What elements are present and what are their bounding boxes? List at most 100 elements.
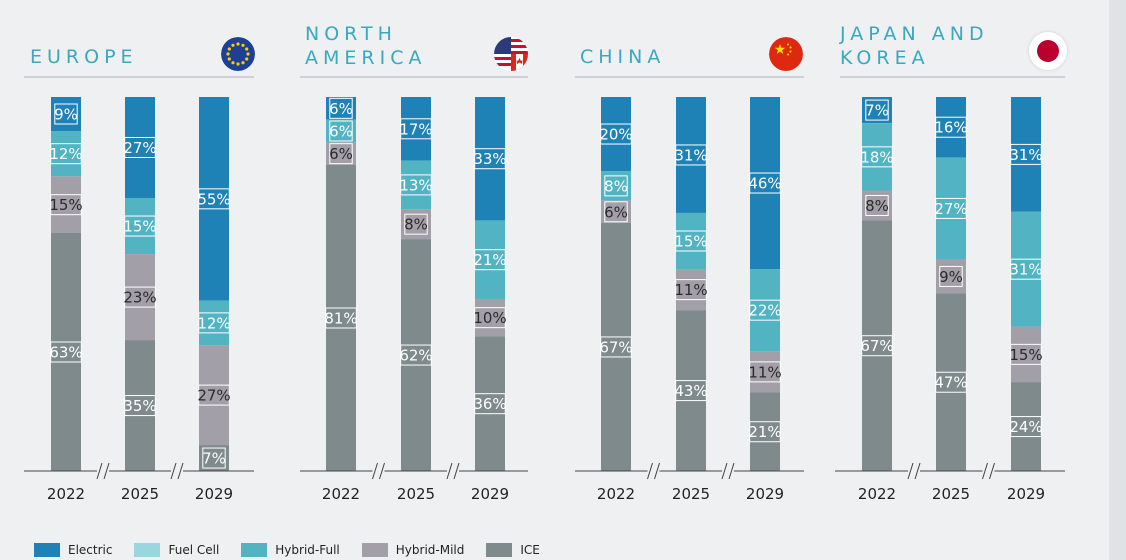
data-label-box bbox=[935, 197, 967, 219]
region-title-line: NORTH bbox=[305, 23, 397, 45]
data-label: 47% bbox=[934, 374, 967, 392]
right-edge-strip bbox=[1109, 0, 1126, 560]
data-label: 43% bbox=[674, 382, 707, 400]
data-label-box bbox=[198, 188, 230, 210]
data-label: 22% bbox=[748, 302, 781, 320]
axis-break-mark bbox=[453, 462, 460, 480]
axis-break-mark bbox=[372, 462, 378, 480]
data-label: 7% bbox=[202, 450, 226, 468]
data-label: 6% bbox=[329, 123, 353, 141]
region-title-line: KOREA bbox=[840, 47, 930, 69]
data-label: 8% bbox=[865, 197, 889, 215]
legend-item-hybrid-full: Hybrid-Full bbox=[241, 543, 340, 557]
data-label-box bbox=[600, 336, 632, 358]
data-label-box bbox=[329, 97, 353, 119]
data-label-box bbox=[54, 103, 78, 125]
data-label: 67% bbox=[860, 337, 893, 355]
data-label-box bbox=[1010, 258, 1042, 280]
data-label: 67% bbox=[599, 338, 632, 356]
data-label-box bbox=[400, 174, 432, 196]
data-label: 23% bbox=[123, 289, 156, 307]
data-label-box bbox=[404, 213, 428, 235]
legend-label: Hybrid-Full bbox=[275, 543, 340, 557]
region-title-line: EUROPE bbox=[30, 46, 138, 68]
data-label-box bbox=[861, 146, 893, 168]
region-title-north-america: NORTH AMERICA bbox=[305, 22, 426, 70]
data-label-box bbox=[474, 148, 506, 170]
x-tick-label: 2022 bbox=[597, 485, 635, 503]
data-label-box bbox=[198, 384, 230, 406]
data-label-box bbox=[675, 380, 707, 402]
legend-item-electric: Electric bbox=[34, 543, 112, 557]
data-label-box bbox=[198, 312, 230, 334]
data-label: 6% bbox=[329, 145, 353, 163]
axis-break-gap bbox=[97, 467, 109, 475]
legend-swatch bbox=[241, 543, 268, 557]
eu-flag-icon bbox=[221, 37, 255, 71]
data-label: 18% bbox=[860, 148, 893, 166]
legend-label: Hybrid-Mild bbox=[395, 543, 465, 557]
data-label: 81% bbox=[324, 310, 357, 328]
axis-break-gap bbox=[982, 467, 995, 475]
data-label-box bbox=[400, 118, 432, 140]
axis-break-gap bbox=[908, 467, 920, 475]
data-label-box bbox=[400, 344, 432, 366]
axis-break-mark bbox=[907, 462, 914, 480]
legend-item-hybrid-mild: Hybrid-Mild bbox=[361, 543, 465, 557]
axis-break-mark bbox=[647, 462, 653, 480]
region-title-line: JAPAN AND bbox=[840, 23, 989, 45]
legend-label: Fuel Cell bbox=[168, 543, 220, 557]
axis-break-mark bbox=[914, 462, 921, 480]
x-tick-label: 2025 bbox=[397, 485, 435, 503]
china-flag-icon bbox=[769, 37, 803, 71]
data-label-box bbox=[604, 175, 628, 197]
data-label-box bbox=[939, 265, 963, 287]
data-label: 15% bbox=[674, 232, 707, 250]
data-label: 31% bbox=[1009, 261, 1042, 279]
region-title-japan-korea: JAPAN AND KOREA bbox=[840, 22, 989, 70]
axis-break-mark bbox=[446, 462, 453, 480]
axis-break-mark bbox=[96, 462, 103, 480]
data-label-box bbox=[50, 194, 82, 216]
legend-swatch bbox=[134, 543, 161, 557]
x-tick-label: 2029 bbox=[746, 485, 784, 503]
axis-break-mark bbox=[721, 462, 728, 480]
data-label: 21% bbox=[748, 423, 781, 441]
data-label: 55% bbox=[197, 190, 230, 208]
data-label-box bbox=[124, 136, 156, 158]
data-label: 10% bbox=[473, 309, 506, 327]
axis-break-mark bbox=[379, 462, 385, 480]
data-label-box bbox=[202, 447, 226, 469]
data-label: 9% bbox=[54, 106, 78, 124]
x-tick-label: 2025 bbox=[121, 485, 159, 503]
axis-break-gap bbox=[647, 467, 660, 475]
data-label: 17% bbox=[399, 120, 432, 138]
data-label: 27% bbox=[197, 387, 230, 405]
data-label: 9% bbox=[939, 268, 963, 286]
data-label-box bbox=[474, 393, 506, 415]
japan-flag-icon bbox=[1029, 32, 1067, 70]
data-label-box bbox=[329, 120, 353, 142]
data-label: 11% bbox=[748, 363, 781, 381]
data-label-box bbox=[865, 194, 889, 216]
data-label: 36% bbox=[473, 395, 506, 413]
data-label-box bbox=[50, 341, 82, 363]
data-label-box bbox=[474, 307, 506, 329]
data-label-box bbox=[474, 249, 506, 271]
data-label: 21% bbox=[473, 251, 506, 269]
data-label: 16% bbox=[934, 119, 967, 137]
data-label-box bbox=[675, 279, 707, 301]
data-label: 11% bbox=[674, 281, 707, 299]
data-label-box bbox=[124, 286, 156, 308]
data-label-box bbox=[675, 230, 707, 252]
data-label: 13% bbox=[399, 176, 432, 194]
data-label-box bbox=[675, 144, 707, 166]
data-label-box bbox=[325, 307, 357, 329]
data-label-box bbox=[1010, 143, 1042, 165]
data-label: 24% bbox=[1009, 418, 1042, 436]
data-label-box bbox=[935, 116, 967, 138]
x-tick-label: 2029 bbox=[471, 485, 509, 503]
data-label-box bbox=[329, 143, 353, 165]
axis-break-mark bbox=[177, 462, 184, 480]
